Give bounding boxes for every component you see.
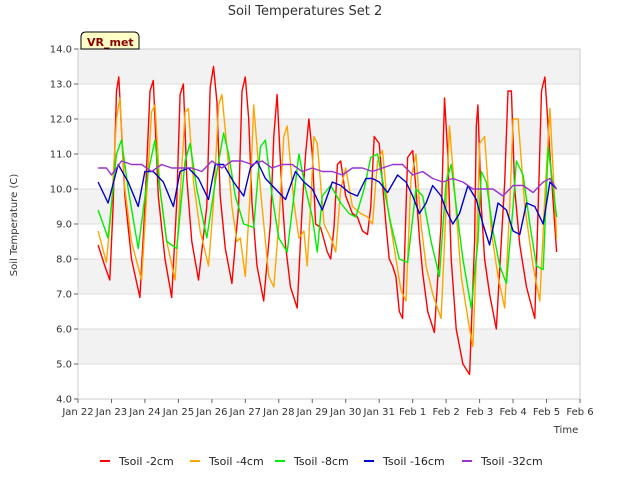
y-tick-label: 10.0 — [50, 185, 72, 196]
x-tick-label: Feb 2 — [433, 407, 460, 418]
x-tick-label: Jan 22 — [61, 407, 93, 418]
y-tick-label: 9.0 — [56, 220, 72, 231]
x-tick-label: Jan 26 — [195, 407, 227, 418]
y-axis-ticks: 4.0 5.0 6.0 7.0 8.0 9.0 10.0 11.0 12.0 13.0 14.0 — [50, 45, 78, 406]
x-tick-label: Jan 23 — [95, 407, 127, 418]
legend-label: Tsoil -8cm — [293, 455, 349, 468]
y-tick-label: 12.0 — [50, 115, 72, 126]
y-tick-label: 13.0 — [50, 80, 72, 91]
badge-label: VR_met — [87, 36, 134, 49]
series-line-3 — [97, 132, 558, 309]
y-tick-label: 14.0 — [50, 45, 72, 56]
x-axis-title: Time — [553, 425, 578, 436]
x-tick-label: Feb 5 — [533, 407, 560, 418]
y-tick-label: 11.0 — [50, 150, 72, 161]
station-badge: VR_met — [80, 31, 140, 50]
legend-label: Tsoil -16cm — [382, 455, 445, 468]
x-tick-label: Feb 1 — [399, 407, 426, 418]
legend-label: Tsoil -32cm — [480, 455, 543, 468]
series-lines — [97, 65, 558, 376]
y-tick-label: 5.0 — [56, 360, 72, 371]
grid-band — [78, 119, 580, 154]
x-tick-label: Feb 4 — [499, 407, 526, 418]
x-tick-label: Jan 28 — [262, 407, 294, 418]
grid-band — [78, 84, 580, 119]
x-tick-label: Jan 24 — [128, 407, 160, 418]
y-axis-title: Soil Temperature (C) — [9, 174, 20, 277]
legend-label: Tsoil -4cm — [208, 455, 264, 468]
series-line-4 — [97, 160, 558, 246]
grid-band — [78, 364, 580, 399]
x-axis-ticks: Jan 22 Jan 23 Jan 24 Jan 25 Jan 26 Jan 27 Jan … — [61, 399, 594, 418]
x-tick-label: Jan 31 — [363, 407, 395, 418]
grid-band — [78, 259, 580, 294]
x-tick-label: Jan 29 — [296, 407, 328, 418]
x-tick-label: Jan 27 — [229, 407, 261, 418]
legend: Tsoil -2cm Tsoil -4cm Tsoil -8cm Tsoil -16c… — [100, 455, 543, 468]
grid-band — [78, 49, 580, 84]
y-tick-label: 7.0 — [56, 290, 72, 301]
x-tick-label: Feb 3 — [466, 407, 493, 418]
chart-title: Soil Temperatures Set 2 — [228, 4, 383, 19]
y-tick-label: 6.0 — [56, 325, 72, 336]
y-tick-label: 4.0 — [56, 395, 72, 406]
series-line-5 — [98, 160, 558, 197]
legend-label: Tsoil -2cm — [118, 455, 174, 468]
y-tick-label: 8.0 — [56, 255, 72, 266]
grid-band — [78, 224, 580, 259]
x-tick-label: Jan 25 — [162, 407, 194, 418]
x-tick-label: Jan 30 — [329, 407, 361, 418]
badge-shape — [80, 31, 140, 50]
grid-band — [78, 329, 580, 364]
x-tick-label: Feb 6 — [566, 407, 593, 418]
